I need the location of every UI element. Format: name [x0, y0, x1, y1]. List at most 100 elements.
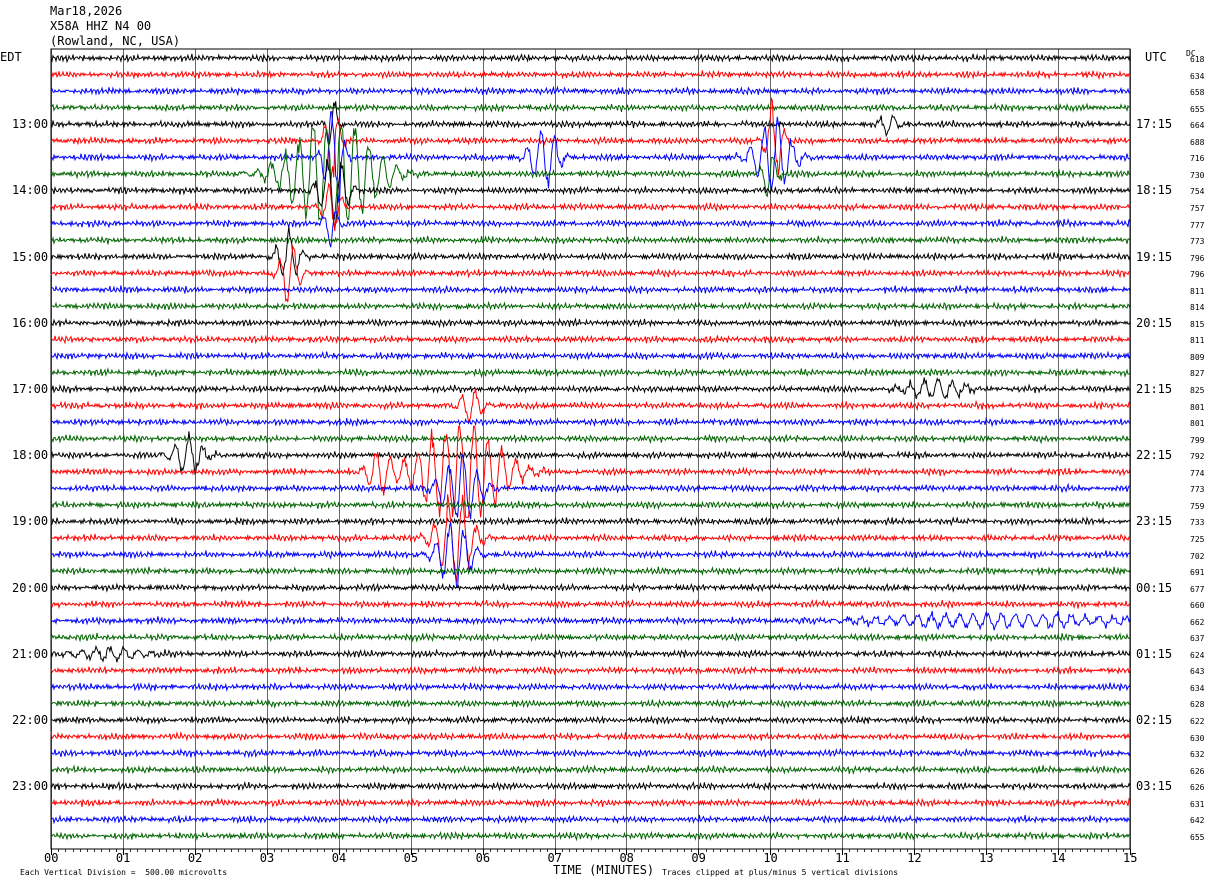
right-time-label: 01:15 — [1136, 646, 1173, 661]
dc-offset-label: 799 — [1190, 435, 1205, 445]
trace-line — [50, 334, 1131, 345]
trace-line — [50, 245, 1131, 303]
right-time-label: 00:15 — [1136, 580, 1173, 595]
trace-line — [50, 85, 1131, 97]
dc-offset-label: 716 — [1190, 154, 1205, 164]
right-time-label: 22:15 — [1136, 448, 1173, 463]
x-tick-label: 07 — [547, 851, 562, 865]
clip-note: Traces clipped at plus/minus 5 vertical … — [662, 868, 899, 877]
dc-offset-label: 811 — [1190, 286, 1205, 296]
trace-line — [50, 610, 1131, 631]
dc-offset-label: 664 — [1190, 121, 1205, 131]
x-tick-label: 10 — [763, 851, 778, 865]
right-time-label: 23:15 — [1136, 514, 1173, 529]
dc-offset-label: 628 — [1190, 700, 1205, 710]
right-timezone-label: UTC — [1145, 50, 1167, 64]
trace-line — [50, 96, 1131, 186]
dc-offset-label: 655 — [1190, 104, 1205, 114]
trace-line — [50, 714, 1131, 726]
x-tick-label: 08 — [619, 851, 634, 865]
trace-line — [50, 234, 1131, 246]
dc-offset-label: 801 — [1190, 419, 1205, 429]
dc-offset-label: 634 — [1190, 683, 1205, 693]
trace-line — [50, 522, 1131, 589]
scale-note: Each Vertical Division = 500.00 microvol… — [20, 868, 228, 877]
dc-offset-label: 773 — [1190, 237, 1205, 247]
dc-offset-label: 725 — [1190, 534, 1205, 544]
trace-line — [50, 69, 1131, 80]
trace-line — [50, 226, 1131, 277]
trace-line — [50, 814, 1130, 825]
right-time-label: 20:15 — [1136, 315, 1173, 330]
dc-offset-label: 622 — [1190, 717, 1205, 726]
left-timezone-label: EDT — [0, 50, 22, 64]
plot-frame — [50, 48, 1131, 850]
dc-offset-label: 754 — [1190, 187, 1205, 197]
x-tick-label: 13 — [979, 851, 994, 865]
dc-offset-label: 811 — [1190, 336, 1205, 346]
dc-offset-label: 658 — [1190, 88, 1205, 98]
trace-line — [50, 433, 1131, 445]
trace-line — [50, 300, 1131, 312]
trace-line — [50, 747, 1131, 759]
trace-line — [50, 499, 1131, 511]
trace-line — [50, 582, 1131, 593]
trace-line — [50, 387, 1131, 424]
left-time-label: 19:00 — [12, 514, 49, 529]
location-label: (Rowland, NC, USA) — [50, 34, 181, 48]
trace-line — [50, 731, 1131, 742]
trace-line — [50, 317, 1131, 329]
trace-line — [50, 780, 1131, 792]
trace-line — [50, 53, 1131, 64]
trace-line — [50, 367, 1131, 379]
trace-line — [50, 111, 1131, 203]
dc-offset-label: 774 — [1190, 468, 1205, 478]
x-tick-label: 05 — [403, 851, 419, 865]
left-time-label: 14:00 — [12, 183, 49, 198]
dc-offset-label: 730 — [1190, 170, 1205, 180]
trace-line — [50, 797, 1131, 808]
dc-offset-label: 630 — [1190, 733, 1205, 743]
dc-offset-label: 757 — [1190, 203, 1205, 213]
trace-line — [50, 598, 1131, 610]
trace-line — [50, 425, 1131, 518]
dc-offset-label: 691 — [1190, 568, 1205, 578]
dc-offset-label: 626 — [1190, 766, 1205, 776]
trace-line — [50, 182, 1131, 231]
left-time-label: 18:00 — [12, 448, 49, 463]
dc-offset-label: 825 — [1190, 386, 1205, 395]
x-tick-label: 04 — [331, 851, 347, 865]
dc-offset-label: 809 — [1190, 352, 1205, 362]
x-tick-label: 11 — [835, 851, 850, 865]
x-tick-label: 06 — [475, 851, 491, 865]
right-time-label: 19:15 — [1136, 249, 1173, 264]
left-time-label: 15:00 — [12, 249, 49, 264]
x-tick-label: 01 — [115, 851, 131, 865]
trace-line — [50, 516, 1131, 527]
dc-offset-label: 733 — [1190, 518, 1205, 528]
left-time-label: 13:00 — [12, 117, 49, 132]
dc-offset-label: 801 — [1190, 402, 1205, 412]
dc-offset-label: 702 — [1190, 551, 1205, 561]
dc-offset-label: 626 — [1190, 783, 1205, 793]
trace-line — [50, 416, 1131, 428]
x-tick-label: 03 — [259, 851, 275, 865]
trace-line — [50, 210, 1131, 248]
right-time-label: 21:15 — [1136, 382, 1173, 396]
trace-line — [50, 101, 1131, 148]
trace-line — [50, 632, 1131, 643]
dc-offset-label: 677 — [1190, 584, 1205, 594]
x-tick-label: 00 — [44, 851, 59, 865]
trace-line — [50, 453, 1131, 520]
dc-offset-label: 792 — [1190, 452, 1205, 462]
trace-line — [50, 698, 1131, 709]
trace-line — [50, 565, 1131, 577]
trace-line — [50, 284, 1131, 296]
dc-offset-label: 631 — [1190, 799, 1205, 809]
left-time-label: 22:00 — [12, 713, 49, 727]
dc-offset-label: 643 — [1190, 667, 1205, 677]
x-tick-label: 12 — [907, 851, 922, 865]
left-time-label: 17:00 — [12, 382, 49, 396]
trace-line — [50, 102, 1131, 113]
